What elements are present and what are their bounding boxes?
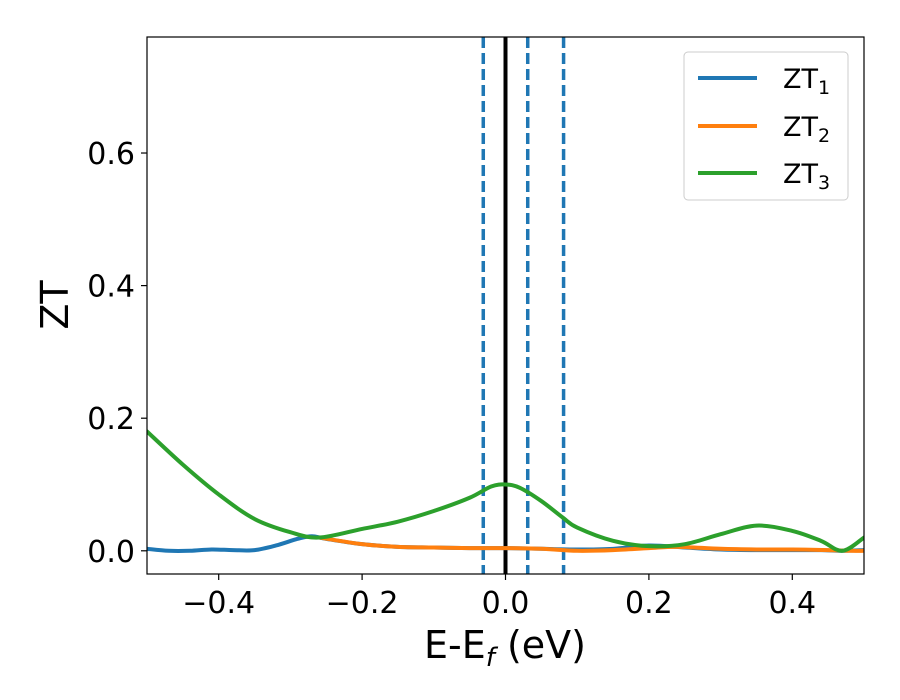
x-axis-title-main: E-E <box>424 623 486 667</box>
x-tick-label: −0.2 <box>326 586 399 621</box>
y-tick-label: 0.6 <box>87 137 135 172</box>
x-tick-label: 0.2 <box>625 586 673 621</box>
x-tick-label: 0.4 <box>768 586 816 621</box>
y-axis-title: ZT <box>33 280 77 330</box>
y-tick-label: 0.0 <box>87 535 135 570</box>
y-tick-label: 0.4 <box>87 270 135 305</box>
x-tick-label: 0.0 <box>482 586 530 621</box>
legend-box <box>683 51 849 201</box>
legend-label-zt3: ZT3 <box>783 159 830 194</box>
legend: ZT1 ZT2 ZT3 <box>683 51 849 201</box>
x-axis-title-unit: (eV) <box>495 623 586 667</box>
y-tick-label: 0.2 <box>87 402 135 437</box>
legend-label-zt2: ZT2 <box>783 112 830 147</box>
series-line-zt3 <box>147 429 864 553</box>
series-line-zt2 <box>317 535 864 553</box>
legend-label-zt1: ZT1 <box>783 64 830 99</box>
x-tick-label: −0.4 <box>182 586 255 621</box>
x-axis-title: E-Ef (eV) <box>424 623 586 673</box>
